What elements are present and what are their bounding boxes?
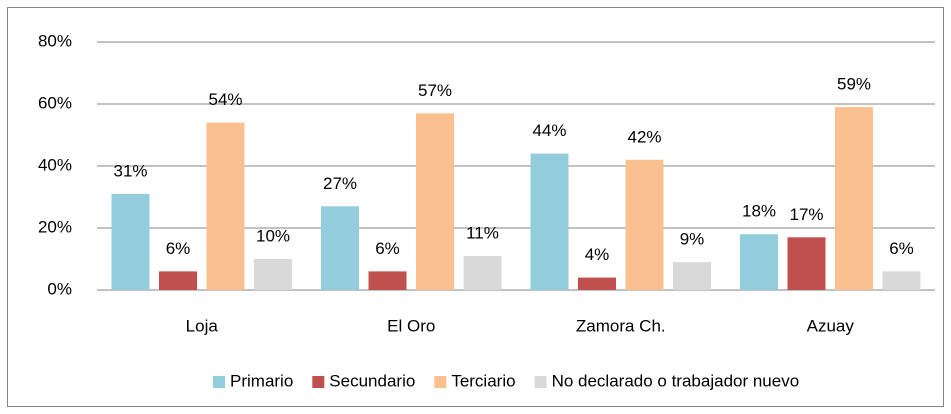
x-tick-label: Loja — [186, 316, 219, 335]
data-label: 10% — [256, 226, 290, 245]
bar — [530, 153, 569, 290]
data-label: 57% — [418, 81, 452, 100]
data-label: 6% — [889, 239, 914, 258]
legend-swatch — [213, 376, 225, 388]
bar — [206, 122, 245, 290]
y-tick-label: 80% — [38, 31, 72, 50]
data-label: 17% — [789, 205, 823, 224]
chart-border — [7, 7, 944, 407]
bar — [111, 193, 150, 290]
bar — [787, 237, 826, 290]
bar — [416, 113, 454, 290]
y-tick-label: 40% — [38, 155, 72, 174]
data-label: 44% — [532, 121, 566, 140]
data-label: 42% — [627, 127, 661, 146]
y-tick-label: 60% — [38, 93, 72, 112]
data-label: 9% — [680, 230, 705, 249]
y-tick-label: 0% — [47, 279, 72, 298]
bar — [159, 271, 197, 290]
data-label: 59% — [837, 75, 871, 94]
y-tick-label: 20% — [38, 217, 72, 236]
bar — [463, 255, 502, 290]
bar — [254, 259, 292, 290]
x-tick-label: El Oro — [387, 316, 435, 335]
data-label: 27% — [323, 174, 357, 193]
data-label: 6% — [166, 239, 191, 258]
legend-swatch — [434, 376, 447, 388]
x-tick-label: Azuay — [807, 316, 855, 335]
legend-label: No declarado o trabajador nuevo — [552, 371, 800, 390]
x-tick-label: Zamora Ch. — [576, 316, 666, 335]
bar — [882, 271, 921, 290]
legend-label: Secundario — [329, 371, 415, 390]
bar — [740, 234, 778, 290]
data-label: 18% — [742, 202, 776, 221]
bar — [321, 206, 359, 290]
data-label: 54% — [208, 90, 242, 109]
data-label: 11% — [466, 223, 499, 242]
data-label: 31% — [113, 161, 147, 180]
data-label: 4% — [585, 245, 610, 264]
legend-swatch — [534, 376, 547, 388]
legend-label: Terciario — [451, 371, 515, 390]
bar — [368, 271, 407, 290]
bar — [578, 277, 616, 290]
legend-label: Primario — [230, 371, 293, 390]
data-label: 6% — [375, 239, 400, 258]
legend-swatch — [312, 376, 325, 388]
bar — [835, 107, 873, 290]
bar — [673, 262, 711, 290]
bar — [625, 159, 664, 290]
